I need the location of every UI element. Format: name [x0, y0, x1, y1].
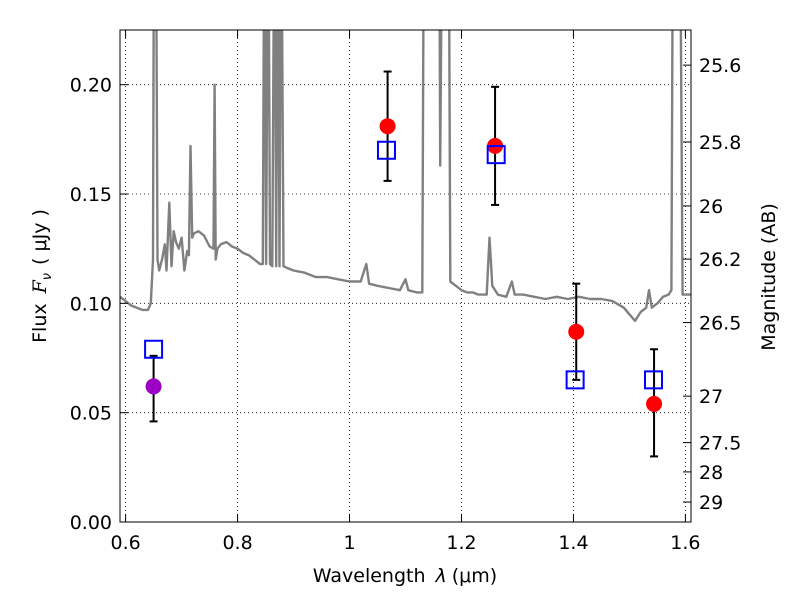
- flux-point: [646, 395, 663, 412]
- flux-point: [568, 323, 585, 340]
- x-tick-label: 0.8: [222, 532, 252, 554]
- spectrum-line: [120, 30, 691, 322]
- y2-tick-label: 26.5: [699, 313, 741, 335]
- y-tick-label: 0.20: [70, 75, 112, 97]
- model-flux-square: [144, 339, 164, 359]
- x-tick-label: 1: [343, 532, 355, 554]
- y2-tick-label: 27: [699, 386, 723, 408]
- grid: [120, 30, 691, 523]
- data-points-layer: [144, 70, 663, 458]
- x-tick-label: 1.4: [558, 532, 588, 554]
- axis-ticks: 0.6 0.8 1 1.2 1.4 1.6 0.00 0.05 0.10 0.15 0.20 25.6…: [70, 30, 741, 554]
- spectrum-layer: [120, 30, 691, 322]
- x-tick-label: 1.2: [446, 532, 476, 554]
- y2-tick-label: 26: [699, 196, 723, 218]
- model-flux-square: [486, 145, 506, 165]
- y2-tick-label: 28: [699, 462, 723, 484]
- x-tick-label: 0.6: [110, 532, 140, 554]
- y-tick-label: 0.15: [70, 184, 112, 206]
- x-axis-label: Wavelength λ (μm): [313, 565, 497, 587]
- model-flux-square: [376, 140, 396, 160]
- y2-tick-label: 25.8: [699, 132, 741, 154]
- flux-point: [379, 118, 396, 135]
- x-tick-label: 1.6: [670, 532, 700, 554]
- y2-tick-label: 25.6: [699, 55, 741, 77]
- flux-point: [145, 378, 162, 395]
- model-flux-square: [565, 370, 585, 390]
- y2-tick-label: 27.5: [699, 433, 741, 455]
- plot-frame: [119, 29, 692, 523]
- y-tick-label: 0.10: [70, 293, 112, 315]
- y2-tick-label: 29: [699, 492, 723, 514]
- y-axis-label: FluxFν( μJy ): [29, 209, 55, 343]
- y-tick-label: 0.05: [70, 403, 112, 425]
- y2-tick-label: 26.2: [699, 249, 741, 271]
- model-flux-square: [643, 370, 663, 390]
- y2-axis-label: Magnitude (AB): [758, 203, 780, 351]
- y-tick-label: 0.00: [70, 512, 112, 534]
